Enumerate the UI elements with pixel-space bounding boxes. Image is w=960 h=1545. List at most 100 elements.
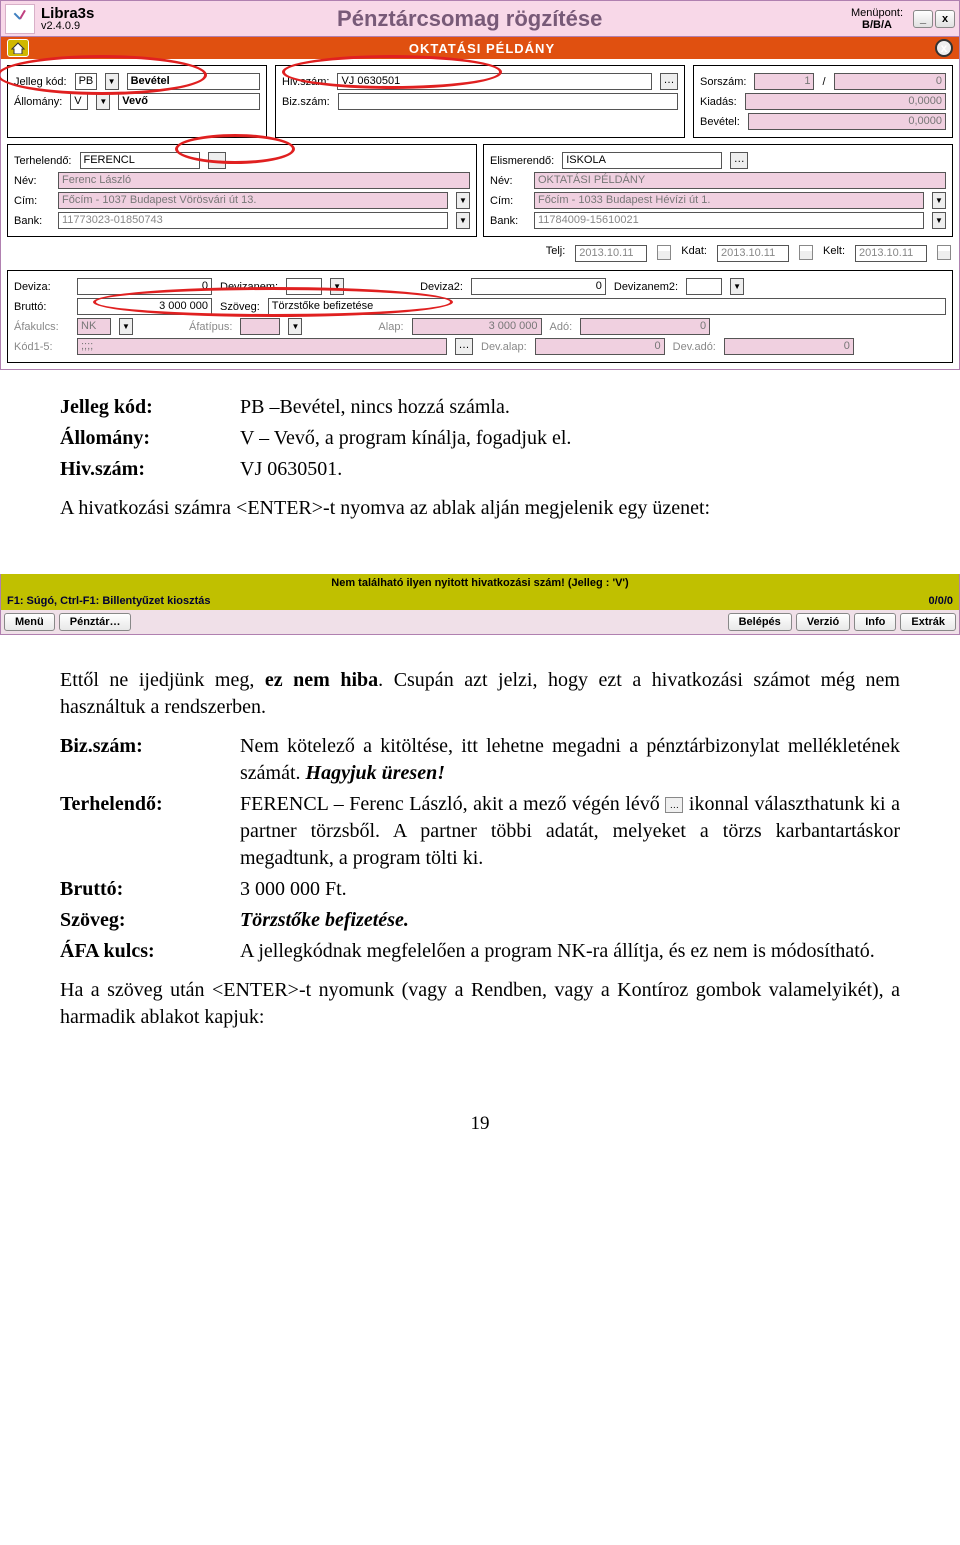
sorszam2-input[interactable]: 0 (834, 73, 946, 90)
deviza2-input[interactable]: 0 (471, 278, 606, 295)
kod15-label: Kód1-5: (14, 341, 69, 353)
menupont: Menüpont: B/B/A (845, 7, 909, 31)
brutto-input[interactable]: 3 000 000 (77, 298, 212, 315)
devalap-value: 0 (535, 338, 665, 355)
ellipsis-icon: … (665, 797, 683, 813)
telj-label: Telj: (546, 245, 566, 262)
biz-val: Nem kötelező a kitöltése, itt lehetne me… (240, 733, 900, 787)
biz-key: Biz.szám: (60, 733, 240, 787)
kiadas-value: 0,0000 (745, 93, 946, 110)
kelt-value[interactable]: 2013.10.11 (855, 245, 927, 262)
titlebar: Libra3s v2.4.0.9 Pénztárcsomag rögzítése… (1, 1, 959, 37)
kod15-input[interactable]: ;;;; (77, 338, 447, 355)
nev-value: Ferenc László (58, 172, 470, 189)
allomany-val: V – Vevő, a program kínálja, fogadjuk el… (240, 425, 900, 452)
brutto-label: Bruttó: (14, 301, 69, 313)
dropdown-button[interactable]: ▼ (932, 192, 946, 209)
terhelendo-key: Terhelendő: (60, 791, 240, 872)
bank-value: 11773023-01850743 (58, 212, 448, 229)
dropdown-button[interactable]: ▼ (119, 318, 133, 335)
terhelendo-input[interactable]: FERENCL (80, 152, 200, 169)
info-button[interactable]: Info (854, 613, 896, 631)
minimize-button[interactable]: _ (913, 10, 933, 28)
status-help: F1: Súgó, Ctrl-F1: Billentyűzet kiosztás (7, 595, 211, 607)
afakulcs-input: NK (77, 318, 111, 335)
elismerendo-input[interactable]: ISKOLA (562, 152, 722, 169)
belepes-button[interactable]: Belépés (728, 613, 792, 631)
terhelendo-label: Terhelendő: (14, 155, 72, 167)
sorszam1-input[interactable]: 1 (754, 73, 814, 90)
dropdown-button[interactable]: ▼ (96, 93, 110, 110)
ado-value: 0 (580, 318, 710, 335)
calendar-icon[interactable] (937, 245, 951, 260)
dropdown-button[interactable]: ▼ (456, 192, 470, 209)
statusbar: Nem található ilyen nyitott hivatkozási … (0, 574, 960, 635)
jelleg-code-input[interactable]: PB (75, 73, 97, 90)
lookup-button[interactable]: … (660, 73, 678, 90)
szoveg-input[interactable]: Törzstőke befizetése (268, 298, 946, 315)
devizanem2-input[interactable] (686, 278, 722, 295)
bizszam-input[interactable] (338, 93, 678, 110)
menupont-path: B/B/A (851, 19, 903, 31)
dropdown-button[interactable]: ▼ (730, 278, 744, 295)
devalap-label: Dev.alap: (481, 341, 527, 353)
page-number: 19 (0, 1083, 960, 1155)
bank-value: 11784009-15610021 (534, 212, 924, 229)
menu-button[interactable]: Menü (4, 613, 55, 631)
afakulcs-val: A jellegkódnak megfelelően a program NK-… (240, 938, 900, 965)
devizanem2-label: Devizanem2: (614, 281, 678, 293)
nev-label: Név: (490, 175, 526, 187)
hivszam-input[interactable]: VJ 0630501 (337, 73, 652, 90)
jelleg-text: Bevétel (127, 73, 260, 90)
cim-label: Cím: (14, 195, 50, 207)
extrak-button[interactable]: Extrák (900, 613, 956, 631)
calendar-icon[interactable] (657, 245, 671, 260)
close-panel-button[interactable]: x (935, 39, 953, 57)
dropdown-button[interactable]: ▼ (932, 212, 946, 229)
brutto-key: Bruttó: (60, 876, 240, 903)
dropdown-button[interactable]: ▼ (288, 318, 302, 335)
dropdown-button[interactable]: ▼ (105, 73, 119, 90)
deviza-input[interactable]: 0 (77, 278, 212, 295)
lookup-button[interactable]: … (730, 152, 748, 169)
ado-label: Adó: (550, 321, 573, 333)
hiv-val: VJ 0630501. (240, 456, 900, 483)
home-icon[interactable] (7, 39, 29, 57)
para-last: Ha a szöveg után <ENTER>-t nyomunk (vagy… (60, 977, 900, 1031)
orange-title: OKTATÁSI PÉLDÁNY (29, 41, 935, 56)
calendar-icon[interactable] (799, 245, 813, 260)
allomany-code-input[interactable]: V (70, 93, 88, 110)
para-enter: A hivatkozási számra <ENTER>-t nyomva az… (60, 495, 900, 522)
document-body-2: Ettől ne ijedjünk meg, ez nem hiba. Csup… (0, 635, 960, 1083)
cim-label: Cím: (490, 195, 526, 207)
kdat-value[interactable]: 2013.10.11 (717, 245, 789, 262)
verzio-button[interactable]: Verzió (796, 613, 850, 631)
allomany-text: Vevő (118, 93, 260, 110)
close-button[interactable]: x (935, 10, 955, 28)
bizszam-label: Biz.szám: (282, 96, 330, 108)
szoveg-label: Szöveg: (220, 301, 260, 313)
dropdown-button[interactable]: ▼ (456, 212, 470, 229)
devizanem-label: Devizanem: (220, 281, 278, 293)
app-window: Libra3s v2.4.0.9 Pénztárcsomag rögzítése… (0, 0, 960, 370)
afakulcs-label: Áfakulcs: (14, 321, 69, 333)
elismerendo-label: Elismerendő: (490, 155, 554, 167)
dropdown-button[interactable]: ▼ (330, 278, 344, 295)
jelleg-val: PB –Bevétel, nincs hozzá számla. (240, 394, 900, 421)
lookup-button[interactable]: … (455, 338, 473, 355)
lookup-button[interactable]: … (208, 152, 226, 169)
brutto-val: 3 000 000 Ft. (240, 876, 900, 903)
cim-value: Főcím - 1033 Budapest Hévízi út 1. (534, 192, 924, 209)
szoveg-key: Szöveg: (60, 907, 240, 934)
penztar-button[interactable]: Pénztár… (59, 613, 132, 631)
alap-value: 3 000 000 (412, 318, 542, 335)
cim-value: Főcím - 1037 Budapest Vörösvári út 13. (58, 192, 448, 209)
devizanem-input[interactable] (286, 278, 322, 295)
allomany-label: Állomány: (14, 96, 62, 108)
terhelendo-val: FERENCL – Ferenc László, akit a mező vég… (240, 791, 900, 872)
devado-value: 0 (724, 338, 854, 355)
jelleg-label: Jelleg kód: (14, 76, 67, 88)
kelt-label: Kelt: (823, 245, 845, 262)
telj-value[interactable]: 2013.10.11 (575, 245, 647, 262)
bevetel-label: Bevétel: (700, 116, 740, 128)
